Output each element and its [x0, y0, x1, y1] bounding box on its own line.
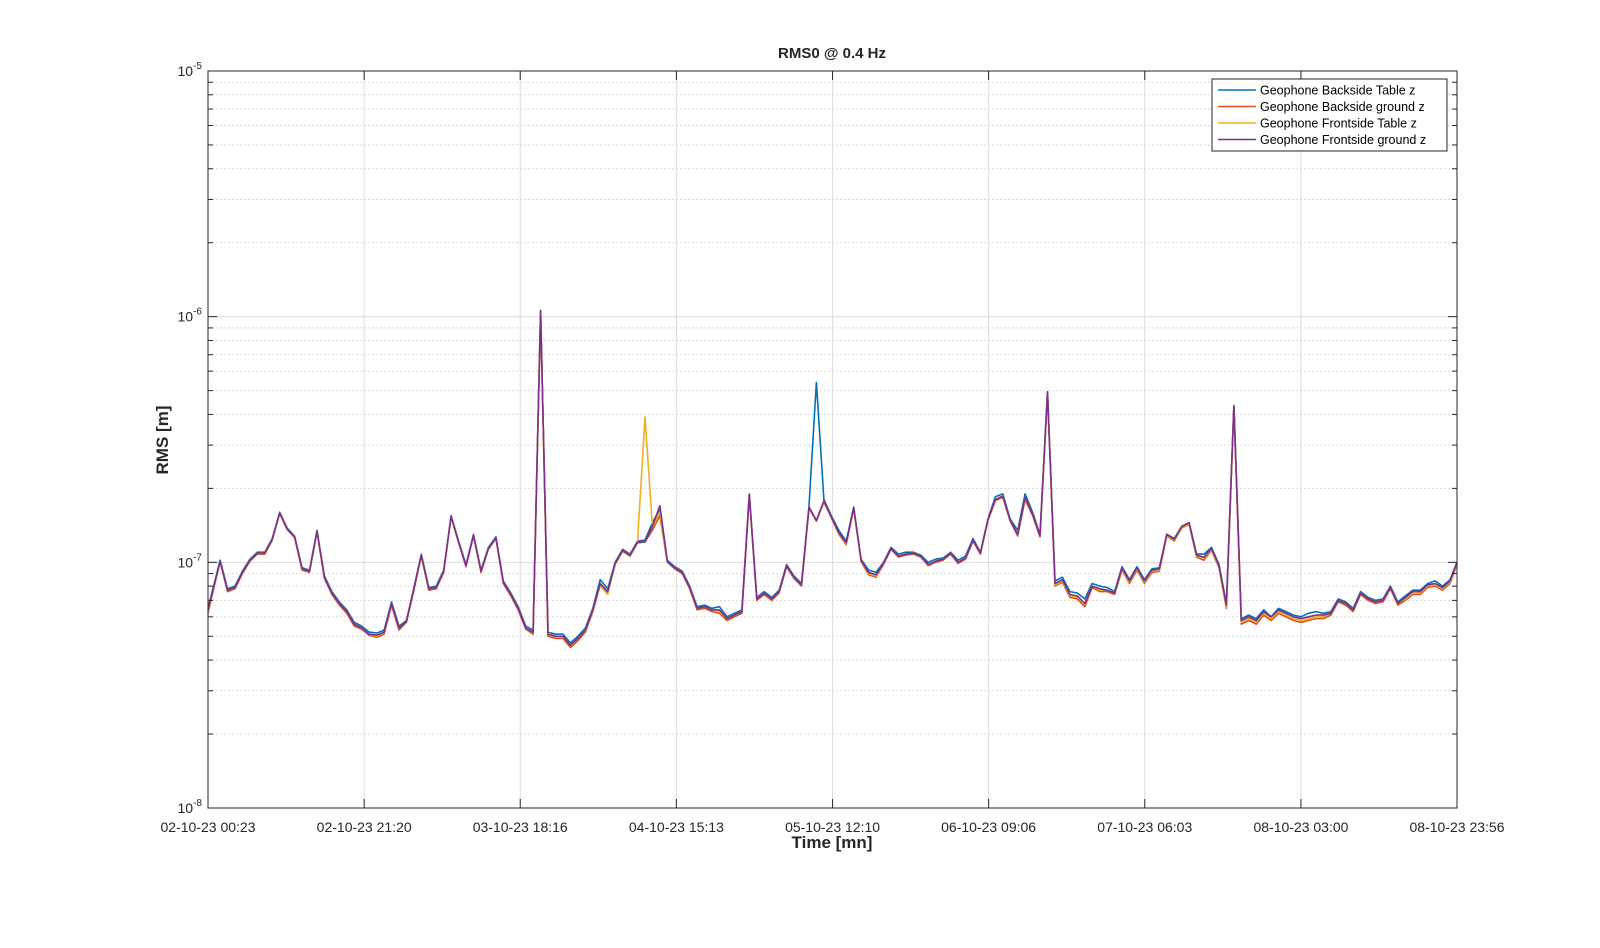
y-tick-label-exponent: -7 — [193, 552, 202, 563]
y-tick-label-exponent: -6 — [193, 307, 202, 318]
y-tick-label-exponent: -8 — [193, 798, 202, 809]
legend-entry-label: Geophone Backside ground z — [1260, 100, 1425, 114]
ticks — [207, 70, 1458, 809]
y-axis-label: RMS [m] — [153, 406, 172, 475]
y-tick-label: 10-7 — [178, 552, 203, 570]
legend-entry-label: Geophone Backside Table z — [1260, 84, 1415, 98]
x-tick-label: 04-10-23 15:13 — [629, 819, 724, 835]
series-lines — [207, 309, 1458, 649]
x-tick-labels: 02-10-23 00:23 02-10-23 21:20 03-10-23 18:… — [161, 819, 1505, 835]
x-tick-label: 08-10-23 03:00 — [1253, 819, 1348, 835]
x-tick-label: 05-10-23 12:10 — [785, 819, 880, 835]
series-line — [207, 309, 1458, 647]
x-tick-label: 07-10-23 06:03 — [1097, 819, 1192, 835]
y-tick-label-base: 10 — [178, 800, 194, 816]
y-tick-label: 10-8 — [178, 798, 203, 816]
x-tick-label: 02-10-23 21:20 — [317, 819, 412, 835]
chart-title: RMS0 @ 0.4 Hz — [778, 45, 886, 62]
y-tick-labels: 10-810-710-610-5 — [178, 61, 203, 816]
grid — [207, 70, 1458, 809]
y-tick-label: 10-6 — [178, 307, 203, 325]
legend-entry-label: Geophone Frontside ground z — [1260, 133, 1426, 147]
y-tick-label-base: 10 — [178, 554, 194, 570]
x-tick-label: 06-10-23 09:06 — [941, 819, 1036, 835]
legend-entry-label: Geophone Frontside Table z — [1260, 117, 1417, 131]
x-tick-label: 08-10-23 23:56 — [1410, 819, 1505, 835]
y-tick-label-base: 10 — [178, 63, 194, 79]
legend: Geophone Backside Table z Geophone Backsi… — [1211, 78, 1448, 152]
y-tick-label: 10-5 — [178, 61, 203, 79]
y-tick-label-base: 10 — [178, 309, 194, 325]
x-axis-label: Time [mn] — [792, 833, 873, 852]
y-tick-label-exponent: -5 — [193, 61, 202, 72]
x-tick-label: 03-10-23 18:16 — [473, 819, 568, 835]
x-tick-label: 02-10-23 00:23 — [161, 819, 256, 835]
